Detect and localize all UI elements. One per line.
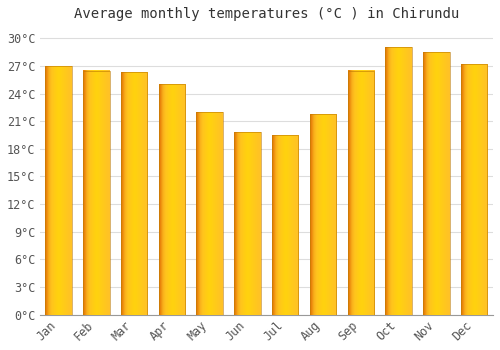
Bar xyxy=(158,84,185,315)
Bar xyxy=(196,112,223,315)
Bar xyxy=(310,114,336,315)
Bar xyxy=(272,135,298,315)
Bar xyxy=(348,70,374,315)
Title: Average monthly temperatures (°C ) in Chirundu: Average monthly temperatures (°C ) in Ch… xyxy=(74,7,459,21)
Bar xyxy=(46,66,72,315)
Bar xyxy=(121,72,148,315)
Bar xyxy=(386,48,412,315)
Bar xyxy=(461,64,487,315)
Bar xyxy=(83,70,110,315)
Bar xyxy=(423,52,450,315)
Bar xyxy=(234,132,260,315)
